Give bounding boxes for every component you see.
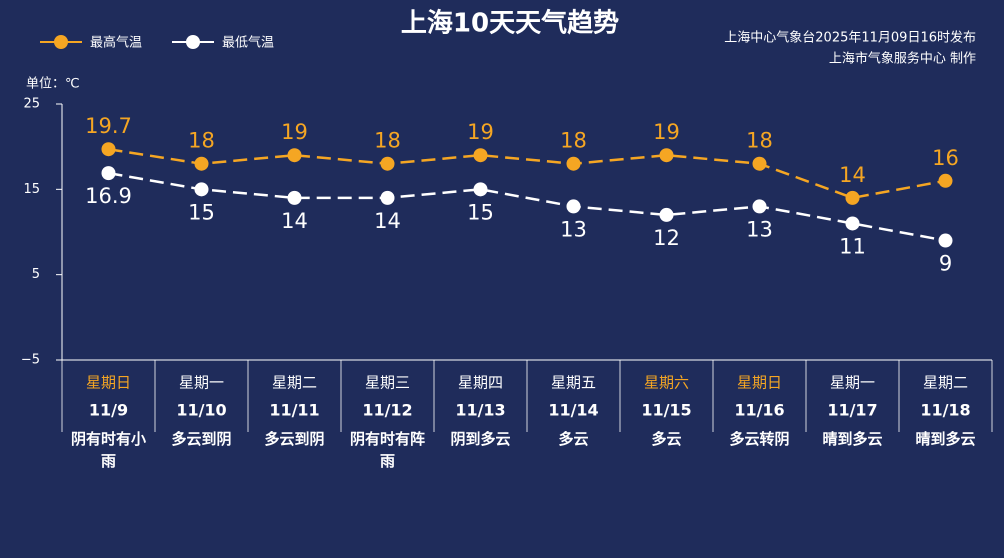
x-tick-label: 11/12	[362, 401, 412, 420]
data-label: 19	[653, 120, 680, 144]
data-point	[473, 148, 488, 163]
data-label: 13	[560, 217, 587, 241]
x-tick-label: 11/13	[455, 401, 505, 420]
weather-label: 多云	[651, 430, 682, 448]
weekday-label: 星期二	[272, 374, 317, 392]
legend-marker	[186, 35, 200, 49]
y-tick-label: 15	[23, 182, 40, 197]
x-tick-label: 11/11	[269, 401, 319, 420]
weekday-label: 星期二	[923, 374, 968, 392]
weekday-label: 星期四	[458, 374, 503, 392]
data-point	[566, 199, 581, 214]
weather-label: 晴到多云	[915, 430, 976, 448]
source-line: 上海中心气象台2025年11月09日16时发布	[724, 30, 976, 46]
x-tick-label: 11/18	[920, 401, 970, 420]
weather-label: 多云到阴	[264, 430, 325, 448]
data-point	[101, 142, 116, 157]
x-tick-label: 11/10	[176, 401, 226, 420]
data-label: 14	[374, 209, 401, 233]
data-point	[194, 156, 209, 171]
x-tick-label: 11/9	[89, 401, 128, 420]
weather-label: 阴到多云	[450, 430, 511, 448]
data-point	[938, 173, 953, 188]
weather-label: 晴到多云	[822, 430, 883, 448]
y-tick-label: 25	[23, 97, 40, 112]
data-point	[380, 156, 395, 171]
x-tick-label: 11/15	[641, 401, 691, 420]
data-point	[566, 156, 581, 171]
data-label: 12	[653, 226, 680, 250]
data-label: 11	[839, 234, 866, 258]
y-tick-label: 5	[32, 267, 40, 282]
data-point	[194, 182, 209, 197]
data-label: 16	[932, 146, 959, 170]
data-point	[938, 233, 953, 248]
legend-label: 最高气温	[90, 35, 142, 51]
data-point	[845, 190, 860, 205]
weekday-label: 星期日	[737, 374, 782, 392]
data-point	[752, 199, 767, 214]
data-label: 14	[281, 209, 308, 233]
weather-label: 阴有时有小雨	[70, 430, 146, 470]
source-line: 上海市气象服务中心 制作	[829, 51, 976, 67]
y-tick-label: −5	[21, 353, 40, 368]
data-label: 18	[746, 129, 773, 153]
data-label: 9	[939, 252, 952, 276]
weekday-label: 星期三	[365, 374, 410, 392]
data-point	[101, 166, 116, 181]
unit-label: 单位：℃	[26, 77, 80, 92]
weather-label: 多云转阴	[729, 430, 790, 448]
weekday-label: 星期日	[86, 374, 131, 392]
data-label: 16.9	[85, 184, 132, 208]
weather-label: 阴有时有阵雨	[349, 430, 425, 470]
data-label: 13	[746, 217, 773, 241]
weekday-label: 星期五	[551, 374, 596, 392]
data-label: 19	[281, 120, 308, 144]
weather-label: 多云	[558, 430, 589, 448]
weather-label: 多云到阴	[171, 430, 232, 448]
data-label: 18	[188, 129, 215, 153]
data-point	[380, 190, 395, 205]
series-line	[108, 171, 946, 242]
data-label: 19	[467, 120, 494, 144]
data-point	[845, 216, 860, 231]
data-label: 18	[374, 129, 401, 153]
data-point	[287, 190, 302, 205]
x-tick-label: 11/16	[734, 401, 784, 420]
data-label: 15	[188, 200, 215, 224]
weekday-label: 星期一	[179, 374, 224, 392]
weekday-label: 星期六	[644, 374, 689, 392]
data-point	[659, 148, 674, 163]
weekday-label: 星期一	[830, 374, 875, 392]
chart-title: 上海10天天气趋势	[401, 8, 619, 39]
x-tick-label: 11/14	[548, 401, 598, 420]
legend-marker	[54, 35, 68, 49]
data-point	[752, 156, 767, 171]
series-line	[108, 147, 946, 200]
data-point	[659, 207, 674, 222]
x-tick-label: 11/17	[827, 401, 877, 420]
data-point	[287, 148, 302, 163]
data-label: 14	[839, 163, 866, 187]
data-label: 15	[467, 200, 494, 224]
legend-label: 最低气温	[222, 35, 274, 51]
data-point	[473, 182, 488, 197]
data-label: 18	[560, 129, 587, 153]
data-label: 19.7	[85, 114, 132, 138]
